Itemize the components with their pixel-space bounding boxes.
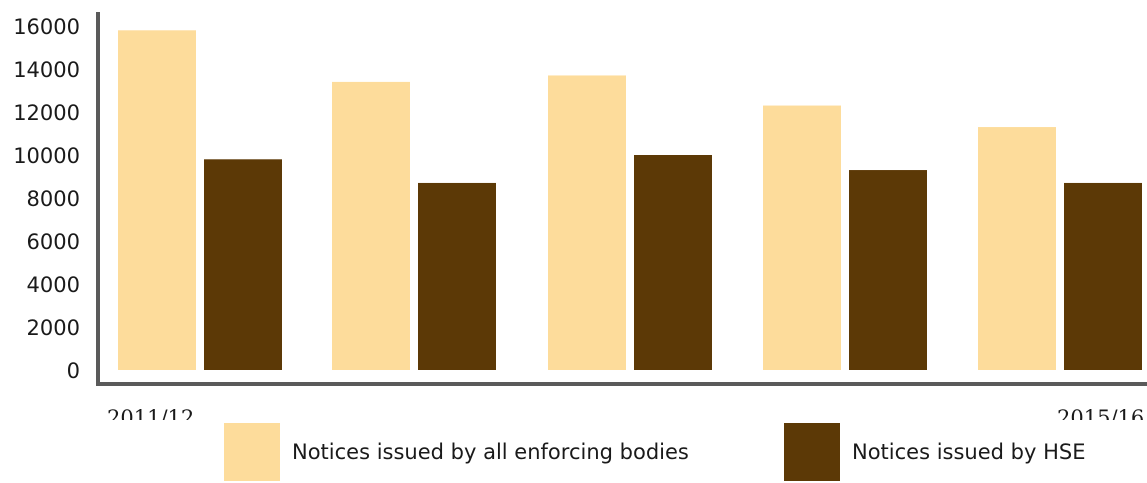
bar-all-enforcing-bodies xyxy=(978,127,1056,370)
bar-all-enforcing-bodies xyxy=(548,75,626,370)
y-tick-label: 4000 xyxy=(27,273,80,297)
bar-hse xyxy=(849,170,927,370)
y-tick-label: 8000 xyxy=(27,187,80,211)
legend-label-all-enforcing-bodies: Notices issued by all enforcing bodies xyxy=(292,440,689,464)
bar-hse xyxy=(418,182,496,370)
bar-all-enforcing-bodies xyxy=(763,105,841,371)
bar-chart: 0 2000 4000 6000 8000 10000 12000 14000 16000 20… xyxy=(13,12,1147,420)
y-tick-label: 16000 xyxy=(13,15,80,39)
y-tick-label: 6000 xyxy=(27,230,80,254)
bars xyxy=(118,30,1142,371)
y-axis-tick-labels: 0 2000 4000 6000 8000 10000 12000 14000 16000 xyxy=(13,15,80,383)
y-tick-label: 0 xyxy=(67,359,80,383)
bar-hse xyxy=(204,159,282,370)
y-tick-label: 14000 xyxy=(13,58,80,82)
y-tick-label: 12000 xyxy=(13,101,80,125)
legend-swatch-hse xyxy=(784,423,840,481)
y-tick-label: 10000 xyxy=(13,144,80,168)
legend-item-hse: Notices issued by HSE xyxy=(784,423,1085,481)
x-axis-tick-labels: 2011/12 2015/16 xyxy=(107,406,1144,420)
legend-item-all-enforcing-bodies: Notices issued by all enforcing bodies xyxy=(224,423,689,481)
legend-swatch-all-enforcing-bodies xyxy=(224,423,280,481)
bar-all-enforcing-bodies xyxy=(332,81,410,371)
x-tick-label: 2015/16 xyxy=(1057,406,1144,420)
x-tick-label: 2011/12 xyxy=(107,406,194,420)
bar-hse xyxy=(1064,182,1142,370)
legend: Notices issued by all enforcing bodies N… xyxy=(0,423,1147,483)
y-tick-label: 2000 xyxy=(27,316,80,340)
bar-hse xyxy=(634,155,712,370)
legend-label-hse: Notices issued by HSE xyxy=(852,440,1086,464)
bar-all-enforcing-bodies xyxy=(118,30,196,371)
